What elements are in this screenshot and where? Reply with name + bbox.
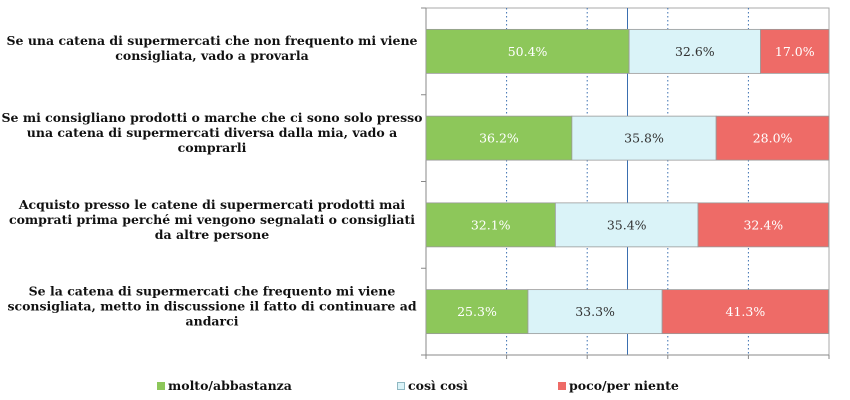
data-label-3-cat-1: 17.0%	[775, 44, 815, 59]
legend-label-poco-per-niente: poco/per niente	[569, 378, 679, 393]
legend: molto/abbastanza così così poco/per nien…	[0, 378, 850, 394]
category-label-4-line-2: sconsigliata, metto in discussione il fa…	[7, 299, 416, 314]
data-label-2-cat-1: 32.6%	[675, 44, 715, 59]
category-label-1-line-2: consigliata, vado a provarla	[115, 48, 308, 63]
category-label-2-line-3: comprarli	[178, 140, 247, 155]
legend-item-molto-abbastanza: molto/abbastanza	[157, 378, 292, 393]
bar-2-cat-4	[527, 289, 663, 335]
legend-swatch-poco-per-niente	[558, 381, 566, 390]
legend-item-cosi-cosi: così così	[397, 378, 468, 393]
data-label-3-cat-2: 28.0%	[753, 131, 793, 146]
data-label-2-cat-4: 33.3%	[575, 304, 615, 319]
data-label-3-cat-3: 32.4%	[743, 217, 783, 232]
legend-item-poco-per-niente: poco/per niente	[558, 378, 679, 393]
bar-2-cat-2	[571, 115, 717, 161]
category-label-4-line-3: andarci	[186, 314, 239, 329]
bar-3-cat-1	[760, 28, 830, 74]
category-label-2-line-1: Se mi consigliano prodotti o marche che …	[2, 110, 423, 125]
bar-3-cat-4	[661, 289, 829, 335]
legend-label-molto-abbastanza: molto/abbastanza	[168, 378, 292, 393]
data-label-1-cat-4: 25.3%	[457, 304, 497, 319]
category-label-2-line-2: una catena di supermercati diversa dalla…	[27, 125, 397, 140]
category-label-3-line-2: comprati prima perché mi vengono segnala…	[9, 212, 415, 227]
bar-3-cat-3	[697, 202, 829, 248]
bar-1-cat-4	[425, 289, 529, 335]
category-label-4-line-1: Se la catena di supermercati che frequen…	[29, 284, 396, 299]
data-label-2-cat-2: 35.8%	[624, 131, 664, 146]
data-label-1-cat-1: 50.4%	[508, 44, 548, 59]
category-label-3-line-1: Acquisto presso le catene di supermercat…	[18, 197, 406, 212]
data-label-1-cat-3: 32.1%	[471, 217, 511, 232]
legend-label-cosi-cosi: così così	[408, 378, 468, 393]
legend-swatch-cosi-cosi	[397, 381, 405, 390]
category-label-3-line-3: da altre persone	[155, 227, 269, 242]
bar-1-cat-2	[425, 115, 573, 161]
bar-2-cat-3	[554, 202, 699, 248]
bar-3-cat-2	[715, 115, 830, 161]
legend-swatch-molto-abbastanza	[157, 381, 165, 390]
category-label-1-line-1: Se una catena di supermercati che non fr…	[7, 33, 418, 48]
data-label-2-cat-3: 35.4%	[607, 217, 647, 232]
data-label-3-cat-4: 41.3%	[726, 304, 766, 319]
data-label-1-cat-2: 36.2%	[479, 131, 519, 146]
